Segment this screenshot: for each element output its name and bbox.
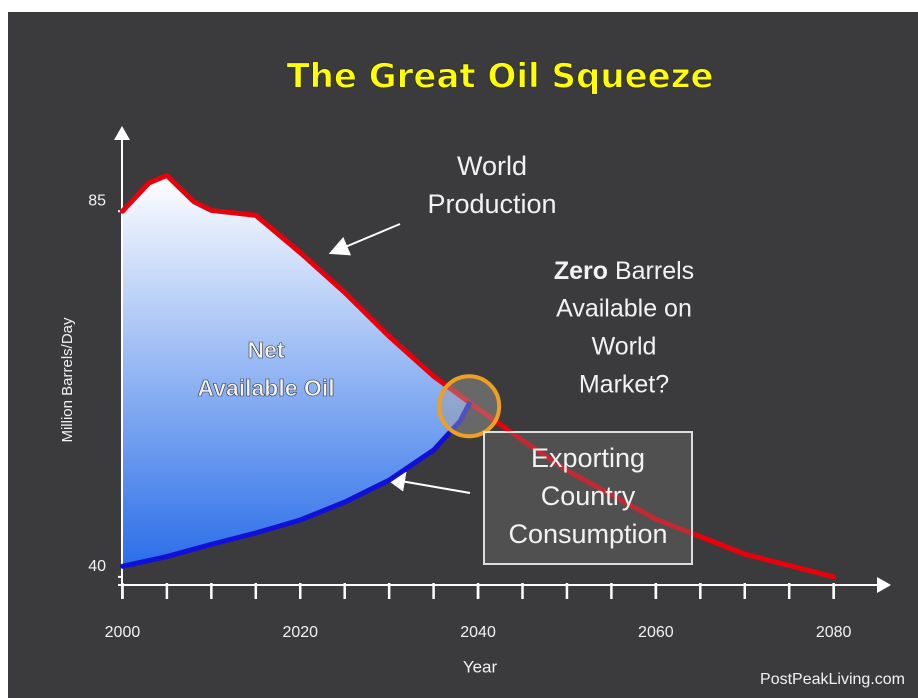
y-tick-label: 40	[88, 558, 106, 575]
y-axis-arrow	[114, 126, 130, 140]
annotation: Available Oil	[197, 375, 334, 401]
series-line	[119, 401, 472, 569]
annotation-word: Zero	[554, 257, 608, 285]
annotation-word: Barrels	[615, 257, 694, 285]
annotation: World	[592, 333, 657, 361]
annotation: Country	[541, 481, 636, 511]
annotation: Exporting	[531, 443, 645, 473]
annotation: Net	[247, 337, 284, 363]
credit: PostPeakLiving.com	[760, 671, 905, 688]
annotation: Zero Barrels	[554, 257, 694, 285]
x-axis-label: Year	[463, 657, 498, 676]
x-tick-label: 2060	[638, 624, 674, 641]
annotation: Consumption	[508, 519, 667, 549]
x-tick-label: 2040	[460, 624, 496, 641]
x-tick-label: 2080	[816, 624, 852, 641]
annotation: Available on	[556, 295, 692, 323]
annotation: World	[457, 151, 527, 181]
series-line	[119, 173, 837, 580]
net-area	[122, 175, 470, 567]
annotation: Market?	[579, 371, 669, 399]
crossing-marker	[437, 374, 502, 439]
x-axis-arrow	[877, 577, 891, 593]
y-axis-label: Million Barrels/Day	[59, 317, 76, 443]
y-tick-label: 85	[88, 192, 106, 209]
chart-title: The Great Oil Squeeze	[286, 57, 713, 97]
x-tick-label: 2000	[105, 624, 141, 641]
annotation: Production	[427, 189, 556, 219]
x-tick-label: 2020	[282, 624, 318, 641]
arrow	[328, 223, 401, 256]
annotation-box	[483, 431, 693, 565]
arrow	[385, 471, 471, 494]
